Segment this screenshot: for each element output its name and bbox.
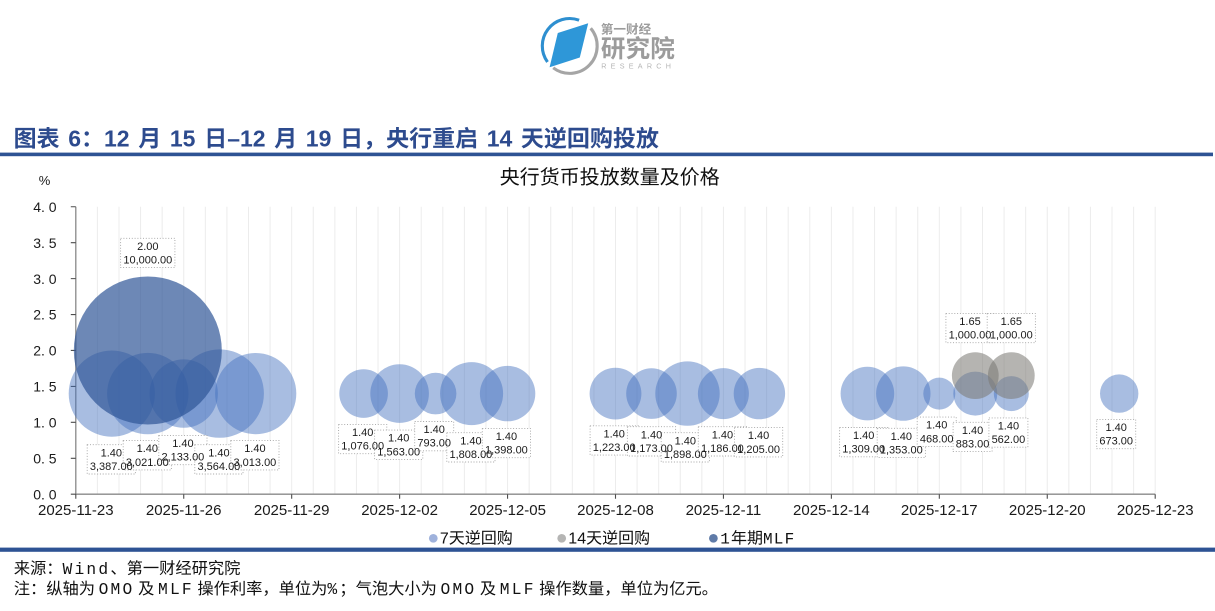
svg-text:3. 0: 3. 0 <box>33 271 57 287</box>
svg-text:1: 1 <box>720 531 731 549</box>
svg-text:Wind: Wind <box>63 560 111 579</box>
svg-text:1,076.00: 1,076.00 <box>341 441 384 453</box>
svg-text:0. 0: 0. 0 <box>33 486 57 502</box>
svg-text:1.40: 1.40 <box>675 435 696 447</box>
svg-text:2025-11-23: 2025-11-23 <box>38 502 114 519</box>
svg-text:1,205.00: 1,205.00 <box>737 444 780 456</box>
svg-text:1.65: 1.65 <box>959 316 980 328</box>
svg-text:–12: –12 <box>227 126 265 152</box>
svg-text:1.65: 1.65 <box>1001 316 1022 328</box>
svg-text:RESEARCH: RESEARCH <box>601 62 675 71</box>
svg-text:673.00: 673.00 <box>1099 436 1133 448</box>
svg-text:2025-11-29: 2025-11-29 <box>254 502 330 519</box>
svg-text:15: 15 <box>170 126 196 152</box>
svg-text:3,387.00: 3,387.00 <box>90 461 133 473</box>
svg-text:1.40: 1.40 <box>926 420 947 432</box>
svg-text:1.40: 1.40 <box>137 443 158 455</box>
svg-text:3,021.00: 3,021.00 <box>126 457 169 469</box>
svg-text:1.40: 1.40 <box>244 443 265 455</box>
svg-text:1.40: 1.40 <box>172 438 193 450</box>
svg-text:2025-11-26: 2025-11-26 <box>146 502 222 519</box>
svg-text:1.40: 1.40 <box>891 431 912 443</box>
svg-text:1.40: 1.40 <box>641 429 662 441</box>
svg-text:1,353.00: 1,353.00 <box>880 445 923 457</box>
svg-text:2025-12-14: 2025-12-14 <box>793 502 870 519</box>
svg-text:1,398.00: 1,398.00 <box>485 445 528 457</box>
svg-text:14: 14 <box>568 531 586 548</box>
svg-text:1.40: 1.40 <box>603 428 624 440</box>
svg-text:12: 12 <box>104 126 130 152</box>
svg-text:19: 19 <box>306 126 332 152</box>
svg-text:1,000.00: 1,000.00 <box>990 330 1033 342</box>
svg-text:1,808.00: 1,808.00 <box>449 449 492 461</box>
svg-text:1. 0: 1. 0 <box>33 415 57 431</box>
svg-text:%: % <box>39 173 51 188</box>
svg-text:2. 0: 2. 0 <box>33 343 57 359</box>
svg-text:1.40: 1.40 <box>1105 422 1126 434</box>
svg-text:1.40: 1.40 <box>460 435 481 447</box>
svg-text:1,563.00: 1,563.00 <box>377 446 420 458</box>
svg-text:793.00: 793.00 <box>417 438 451 450</box>
svg-text:%: % <box>327 580 339 599</box>
svg-text:10,000.00: 10,000.00 <box>123 255 172 267</box>
svg-text:1,309.00: 1,309.00 <box>842 444 885 456</box>
svg-text:1,223.00: 1,223.00 <box>593 442 636 454</box>
svg-text:MLF: MLF <box>158 580 194 599</box>
svg-text:7: 7 <box>440 531 449 548</box>
svg-text:2025-12-23: 2025-12-23 <box>1117 502 1194 519</box>
svg-text:2. 5: 2. 5 <box>33 307 57 323</box>
svg-text:1.40: 1.40 <box>998 421 1019 433</box>
svg-text:3. 5: 3. 5 <box>33 235 57 251</box>
svg-text:468.00: 468.00 <box>920 433 954 445</box>
svg-text:3,013.00: 3,013.00 <box>233 457 276 469</box>
svg-text:1.40: 1.40 <box>208 447 229 459</box>
svg-text:1.40: 1.40 <box>388 433 409 445</box>
svg-text:3,564.00: 3,564.00 <box>197 461 240 473</box>
svg-text:MLF: MLF <box>500 580 536 599</box>
svg-text:2025-12-17: 2025-12-17 <box>901 502 978 519</box>
svg-text:2025-12-08: 2025-12-08 <box>577 502 654 519</box>
svg-text:OMO: OMO <box>99 580 135 599</box>
svg-text:2025-12-20: 2025-12-20 <box>1009 502 1086 519</box>
svg-text:1,186.00: 1,186.00 <box>701 443 744 455</box>
svg-text:562.00: 562.00 <box>992 434 1026 446</box>
svg-text:14: 14 <box>487 126 513 152</box>
svg-text:0. 5: 0. 5 <box>33 451 57 467</box>
svg-text:2025-12-02: 2025-12-02 <box>361 502 438 519</box>
svg-text:1.40: 1.40 <box>853 430 874 442</box>
svg-text:1,000.00: 1,000.00 <box>949 330 992 342</box>
svg-text:1.40: 1.40 <box>101 447 122 459</box>
svg-text:2025-12-05: 2025-12-05 <box>469 502 546 519</box>
svg-text:883.00: 883.00 <box>956 439 990 451</box>
svg-text:1.40: 1.40 <box>352 427 373 439</box>
svg-text:4. 0: 4. 0 <box>33 199 57 215</box>
svg-text:MLF: MLF <box>763 531 795 549</box>
svg-text:1. 5: 1. 5 <box>33 379 57 395</box>
svg-text:1.40: 1.40 <box>748 430 769 442</box>
svg-text:1.40: 1.40 <box>712 429 733 441</box>
svg-text:OMO: OMO <box>441 580 477 599</box>
svg-text:2025-12-11: 2025-12-11 <box>686 502 762 519</box>
svg-text:2,133.00: 2,133.00 <box>161 452 204 464</box>
svg-text:1,173.00: 1,173.00 <box>630 443 673 455</box>
svg-text:1.40: 1.40 <box>423 424 444 436</box>
svg-text:1.40: 1.40 <box>962 425 983 437</box>
svg-text:2.00: 2.00 <box>137 241 158 253</box>
svg-text:1.40: 1.40 <box>496 431 517 443</box>
svg-text:6: 6 <box>68 126 81 152</box>
svg-text:1,898.00: 1,898.00 <box>664 449 707 461</box>
